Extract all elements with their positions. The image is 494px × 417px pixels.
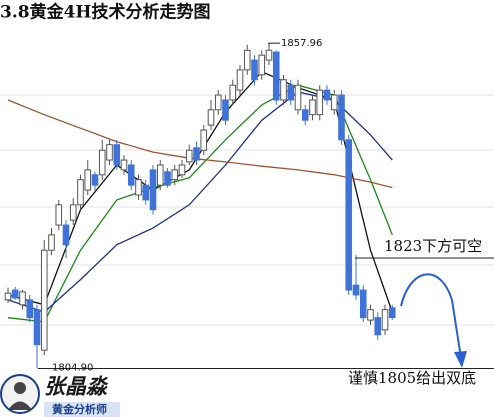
candle-body	[19, 291, 26, 306]
candle-body	[243, 49, 251, 71]
candle-body	[272, 51, 280, 101]
candle-body	[193, 147, 200, 161]
candle-body	[127, 164, 135, 186]
candle-body	[142, 184, 150, 201]
candle-body	[367, 309, 374, 321]
note-bottom: 谨慎1805给出双底	[348, 369, 476, 387]
candle-body	[135, 179, 142, 196]
note-resistance: 1823下方可空	[384, 237, 482, 255]
candle-body	[84, 169, 92, 191]
candle-body	[388, 307, 396, 319]
candle-body	[200, 129, 208, 151]
candle-body	[258, 54, 266, 76]
candle-body	[55, 204, 63, 226]
candle-body	[214, 94, 222, 111]
candle-body	[222, 99, 229, 121]
candle-body	[4, 292, 12, 301]
candle-body	[178, 164, 186, 176]
candle-body	[185, 149, 193, 163]
candle-body	[91, 174, 99, 186]
candle-body	[280, 79, 287, 101]
chart-title: 3.8黄金4H技术分析走势图	[0, 2, 210, 23]
candle-body	[26, 299, 34, 319]
candle-body	[251, 59, 258, 81]
candle-body	[164, 171, 171, 186]
candle-body	[106, 144, 113, 161]
candle-body	[265, 49, 273, 61]
low-label: 1804.90	[52, 363, 93, 374]
high-label: 1857.96	[281, 38, 322, 49]
candle-body	[294, 84, 302, 111]
ma-line	[7, 84, 393, 323]
candle-body	[69, 204, 77, 221]
candle-body	[316, 89, 324, 116]
candle-body	[309, 99, 316, 116]
candle-body	[48, 234, 55, 251]
candle-body	[374, 317, 382, 336]
logo-head	[14, 382, 26, 394]
candle-body	[381, 309, 389, 331]
candle-body	[323, 89, 331, 101]
candle-body	[345, 139, 353, 291]
candle-body	[156, 164, 164, 186]
candle-body	[11, 289, 19, 299]
logo-name: 张晶淼	[44, 374, 109, 399]
plot: 1857.96 1804.90	[4, 38, 494, 374]
candle-body	[77, 179, 84, 206]
candle-body	[62, 224, 70, 246]
candle-body	[40, 249, 48, 351]
candle-body	[352, 284, 360, 296]
candle-body	[149, 169, 157, 211]
logo-body	[8, 401, 32, 410]
logo-band	[44, 402, 120, 417]
candle-body	[338, 94, 345, 141]
logo: 张晶淼 黄金分析师	[0, 374, 120, 417]
candle-body	[120, 159, 128, 171]
candle-body	[330, 94, 338, 111]
candle-body	[359, 289, 367, 319]
arrow-head	[454, 351, 467, 368]
candle-body	[113, 144, 121, 166]
candle-body	[98, 149, 106, 176]
candle-body	[236, 69, 244, 91]
candle-body	[207, 109, 215, 126]
ma-line	[7, 99, 393, 189]
candle-body	[33, 309, 41, 346]
candle-body	[301, 109, 309, 121]
candle-body	[171, 169, 179, 181]
logo-role: 黄金分析师	[52, 402, 107, 416]
candle-body	[287, 84, 295, 101]
forecast-arrow	[400, 273, 462, 359]
candle-body	[229, 84, 237, 101]
